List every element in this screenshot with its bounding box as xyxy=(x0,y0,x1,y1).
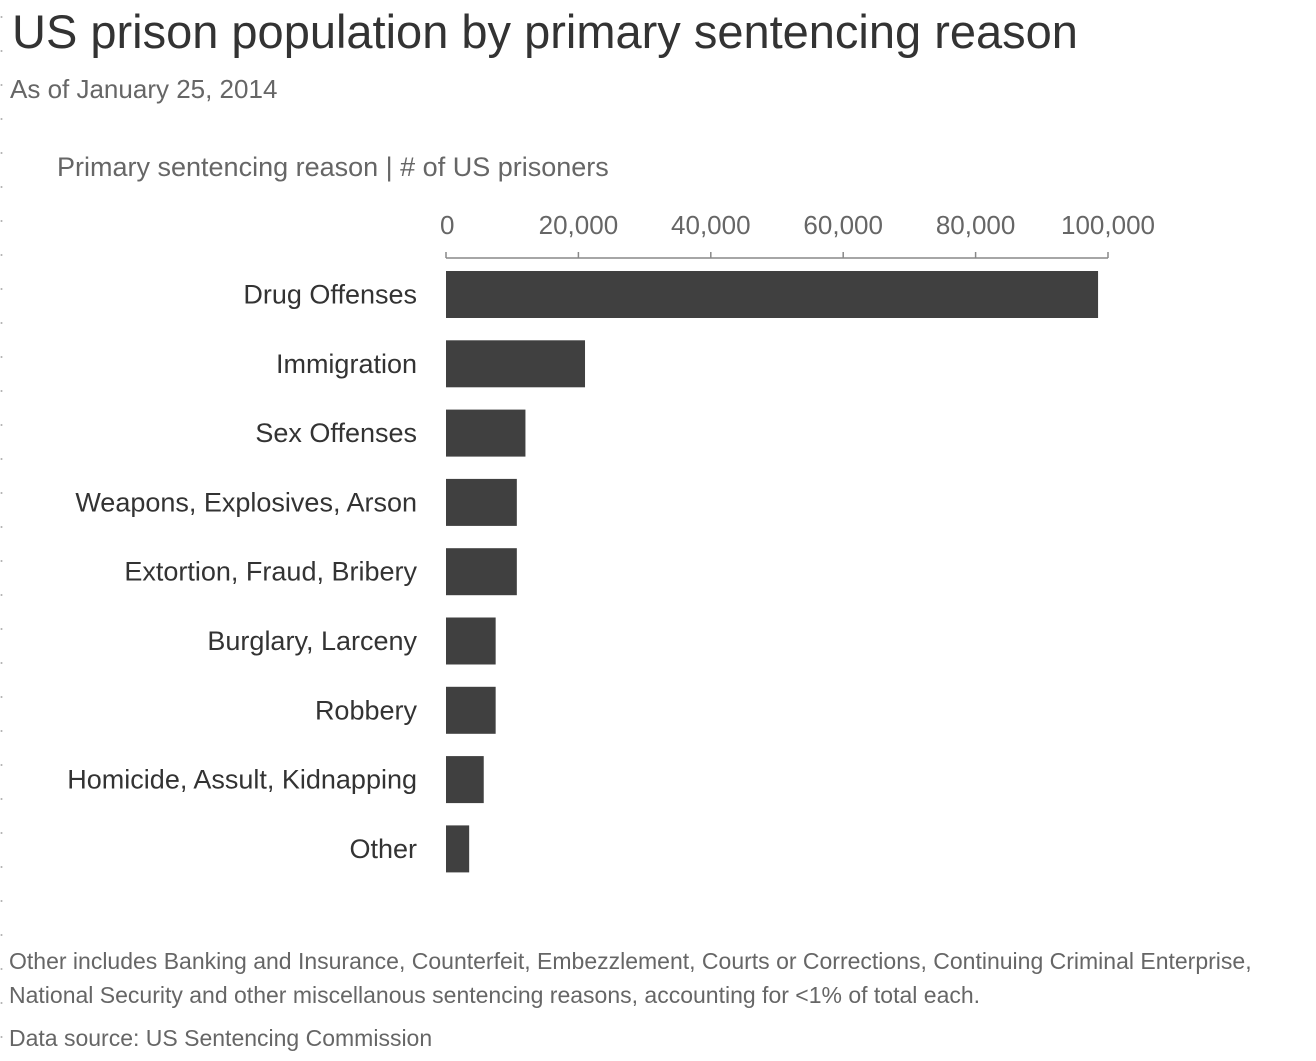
bar xyxy=(446,271,1099,318)
x-tick-label: 20,000 xyxy=(539,210,619,240)
bar-chart: 0 20,000 40,000 60,000 80,000 100,000 Drug Of… xyxy=(67,210,1155,873)
bar xyxy=(446,686,496,734)
data-source: Data source: US Sentencing Commission xyxy=(9,1025,433,1051)
bar xyxy=(446,756,484,804)
bars xyxy=(446,271,1099,873)
x-tick-label: 80,000 xyxy=(936,210,1016,240)
bar xyxy=(446,548,517,596)
column-header-label: Primary sentencing reason | # of US pris… xyxy=(57,152,609,182)
category-label: Immigration xyxy=(276,349,417,379)
category-label: Extortion, Fraud, Bribery xyxy=(124,557,417,587)
category-label: Sex Offenses xyxy=(255,418,417,448)
chart-title: US prison population by primary sentenci… xyxy=(12,5,1078,58)
bar xyxy=(446,409,526,457)
category-label: Robbery xyxy=(315,695,418,725)
category-label: Homicide, Assult, Kidnapping xyxy=(67,765,417,795)
category-label: Other xyxy=(349,834,417,864)
x-tick-label: 100,000 xyxy=(1061,210,1155,240)
x-tick-label: 60,000 xyxy=(803,210,883,240)
bar xyxy=(446,825,470,873)
footnote: Other includes Banking and Insurance, Co… xyxy=(9,948,1252,1008)
chart-subtitle: As of January 25, 2014 xyxy=(10,74,278,104)
left-dotted-border xyxy=(0,0,3,1061)
x-axis: 0 20,000 40,000 60,000 80,000 100,000 xyxy=(440,210,1155,259)
category-labels: Drug Offenses Immigration Sex Offenses Weap… xyxy=(67,280,417,864)
x-tick-label: 0 xyxy=(440,210,454,240)
x-tick-label: 40,000 xyxy=(671,210,751,240)
category-label: Drug Offenses xyxy=(243,280,417,310)
bar xyxy=(446,478,517,526)
category-label: Weapons, Explosives, Arson xyxy=(75,487,417,517)
category-label: Burglary, Larceny xyxy=(207,626,417,656)
bar xyxy=(446,617,496,665)
bar xyxy=(446,340,586,388)
